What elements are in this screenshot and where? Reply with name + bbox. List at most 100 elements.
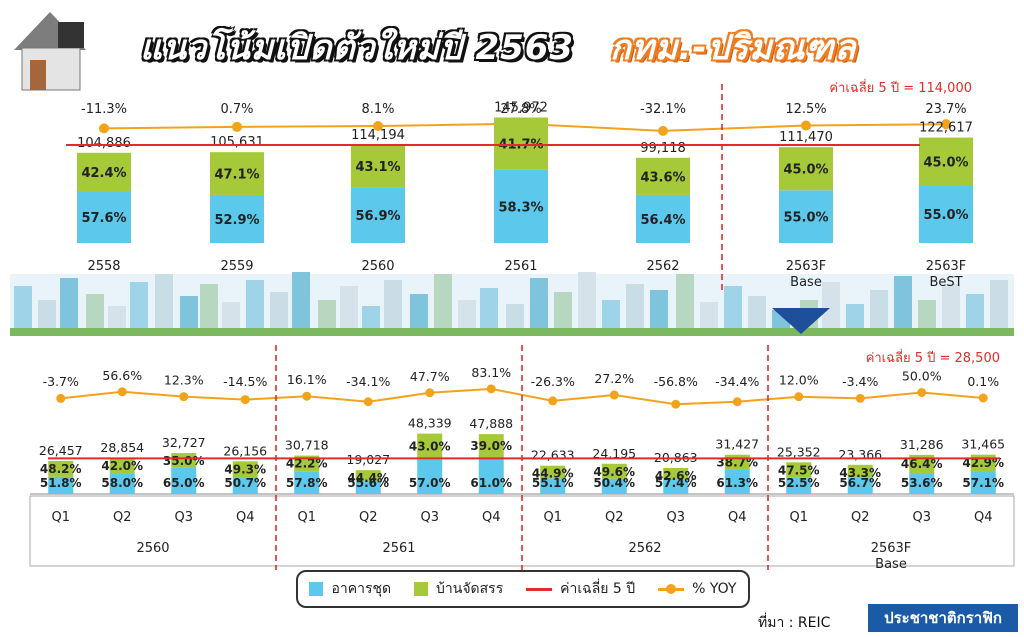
bar-condo-quarterly xyxy=(786,477,812,494)
skyline-building xyxy=(918,300,936,330)
bar-label-house-annual: 43.6% xyxy=(640,170,685,185)
bar-label-house-quarterly: 42.9% xyxy=(962,456,1004,470)
quarter-tick-label: Q2 xyxy=(359,510,378,525)
bar-house-quarterly xyxy=(786,462,812,478)
bar-label-house-quarterly: 43.0% xyxy=(409,440,451,454)
bar-condo-quarterly xyxy=(294,471,320,494)
skyline-building xyxy=(748,296,766,330)
total-label-quarterly: 48,339 xyxy=(408,416,452,431)
bar-label-house-quarterly: 43.3% xyxy=(839,466,881,480)
page-subtitle-region: กทม.-ปริมณฑล xyxy=(610,28,857,68)
total-label-quarterly: 32,727 xyxy=(162,435,206,450)
yoy-point-annual xyxy=(801,120,811,131)
skyline-building xyxy=(155,274,173,330)
category-label-annual: 2563F BeST xyxy=(926,259,967,290)
bar-condo-annual xyxy=(351,187,405,243)
skyline-building xyxy=(318,300,336,330)
skyline-building xyxy=(894,276,912,330)
yoy-label-quarterly: 12.0% xyxy=(779,373,819,388)
yoy-label-quarterly: -34.1% xyxy=(346,374,390,389)
bar-label-house-quarterly: 47.5% xyxy=(778,463,820,477)
yoy-point-quarterly xyxy=(486,384,496,394)
bar-condo-annual xyxy=(779,190,833,243)
bar-house-quarterly xyxy=(171,453,197,468)
forecast-arrow-icon xyxy=(772,308,830,334)
quarter-tick-label: Q2 xyxy=(851,510,870,525)
bar-condo-quarterly xyxy=(970,471,996,494)
total-label-quarterly: 24,195 xyxy=(592,446,636,461)
bar-label-condo-quarterly: 65.0% xyxy=(163,476,205,490)
total-label-annual: 111,470 xyxy=(779,130,833,145)
quarter-tick-label: Q4 xyxy=(236,510,255,525)
bar-house-annual xyxy=(77,152,131,192)
average-label-annual: ค่าเฉลี่ย 5 ปี = 114,000 xyxy=(829,79,972,96)
yoy-label-quarterly: 50.0% xyxy=(902,369,942,384)
skyline-building xyxy=(700,302,718,330)
skyline-building xyxy=(626,284,644,330)
total-label-annual: 122,617 xyxy=(919,121,973,136)
bar-label-condo-quarterly: 51.8% xyxy=(40,476,82,490)
bar-label-house-quarterly: 44.4% xyxy=(347,471,389,485)
year-group-label: 2560 xyxy=(136,541,169,556)
bar-label-house-quarterly: 42.0% xyxy=(101,459,143,473)
bar-label-condo-annual: 52.9% xyxy=(214,213,259,228)
yoy-label-annual: 27.8% xyxy=(500,102,541,117)
skyline-building xyxy=(870,290,888,330)
skyline-building xyxy=(222,302,240,330)
bar-house-annual xyxy=(494,117,548,170)
yoy-label-quarterly: 27.2% xyxy=(594,371,634,386)
quarter-tick-label: Q1 xyxy=(297,510,316,525)
bar-house-annual xyxy=(210,152,264,195)
quarter-tick-label: Q4 xyxy=(482,510,501,525)
bar-condo-quarterly xyxy=(48,476,74,494)
total-label-quarterly: 26,457 xyxy=(39,443,83,458)
bar-label-condo-quarterly: 61.0% xyxy=(470,476,512,490)
yoy-point-quarterly xyxy=(732,397,742,407)
total-label-annual: 114,194 xyxy=(351,128,405,143)
bar-label-condo-quarterly: 61.3% xyxy=(716,476,758,490)
skyline-building xyxy=(130,282,148,330)
yoy-point-annual xyxy=(232,121,242,132)
skyline-building xyxy=(676,274,694,330)
skyline-building xyxy=(108,306,126,330)
yoy-point-quarterly xyxy=(978,393,988,403)
total-label-annual: 105,631 xyxy=(210,135,264,150)
bar-house-quarterly xyxy=(417,433,443,460)
total-label-quarterly: 25,352 xyxy=(777,444,821,459)
skyline-building xyxy=(822,282,840,330)
legend-item-condo: อาคารชุด xyxy=(309,578,391,600)
bar-house-quarterly xyxy=(540,465,566,479)
category-label-annual: 2560 xyxy=(361,259,394,274)
skyline-building xyxy=(200,284,218,330)
yoy-point-quarterly xyxy=(179,392,189,402)
bar-house-quarterly xyxy=(663,467,689,480)
bar-condo-quarterly xyxy=(847,477,873,494)
yoy-line-quarterly xyxy=(60,387,984,406)
bar-house-quarterly xyxy=(294,455,320,472)
total-label-quarterly: 19,027 xyxy=(346,452,390,467)
bar-label-condo-annual: 58.3% xyxy=(498,200,543,215)
bar-condo-quarterly xyxy=(909,473,935,494)
bar-house-quarterly xyxy=(355,470,381,481)
skyline-building xyxy=(846,304,864,330)
category-label-annual: 2562 xyxy=(646,259,679,274)
total-label-annual: 145,972 xyxy=(494,100,548,115)
yoy-label-annual: 23.7% xyxy=(925,102,966,117)
skyline-building xyxy=(578,272,596,330)
bar-condo-quarterly xyxy=(663,479,689,494)
bar-label-condo-quarterly: 52.5% xyxy=(778,476,820,490)
category-label-annual: 2561 xyxy=(504,259,537,274)
bar-house-quarterly xyxy=(909,454,935,474)
legend-swatch-house xyxy=(414,582,429,596)
bar-label-condo-quarterly: 50.7% xyxy=(224,476,266,490)
bar-condo-quarterly xyxy=(724,469,750,494)
bar-condo-quarterly xyxy=(540,478,566,494)
total-label-quarterly: 28,854 xyxy=(100,440,144,455)
yoy-label-quarterly: -3.7% xyxy=(43,374,79,389)
skyline-building xyxy=(458,300,476,330)
skyline-building xyxy=(410,294,428,330)
skyline-building xyxy=(942,284,960,330)
year-group-label: 2562 xyxy=(628,541,661,556)
skyline-grass xyxy=(10,328,1014,336)
